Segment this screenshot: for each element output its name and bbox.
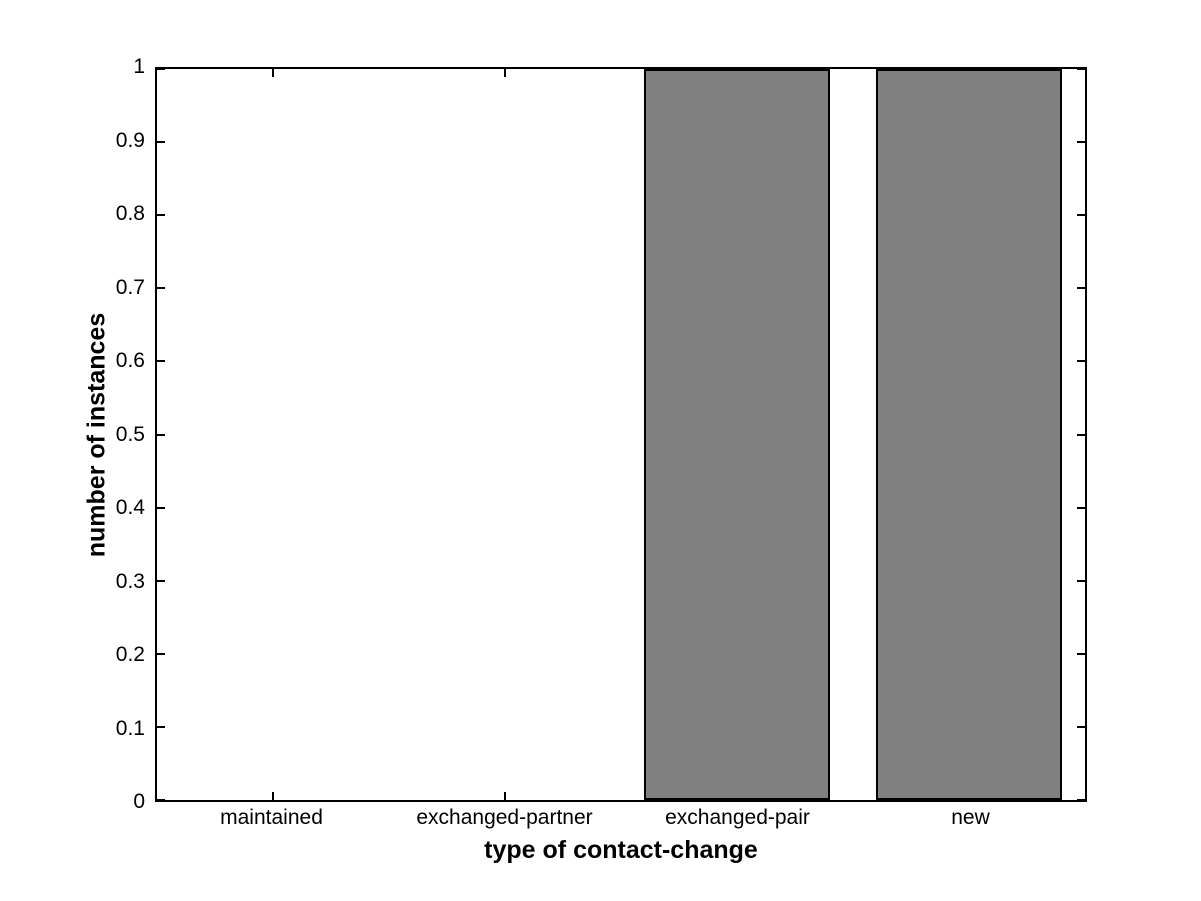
y-tick-label: 0.4	[115, 496, 145, 519]
x-tick-mark	[272, 69, 274, 77]
y-tick-mark	[157, 799, 165, 801]
x-tick-label: new	[951, 806, 990, 829]
x-tick-mark	[272, 792, 274, 800]
y-tick-mark	[157, 433, 165, 436]
y-tick-label: 1	[133, 55, 145, 78]
y-tick-mark	[157, 360, 165, 363]
y-tick-mark	[1077, 433, 1085, 436]
y-tick-mark	[1077, 214, 1085, 217]
y-tick-mark	[1077, 68, 1085, 70]
x-tick-label: maintained	[220, 806, 323, 829]
y-tick-label: 0.2	[115, 643, 145, 666]
y-tick-label: 0.6	[115, 349, 145, 372]
x-tick-mark	[504, 792, 506, 800]
x-axis-tick-labels: maintained exchanged-partner exchanged-pai…	[155, 806, 1087, 834]
y-tick-mark	[157, 141, 165, 144]
x-tick-mark	[504, 69, 506, 77]
y-tick-mark	[157, 214, 165, 217]
y-tick-mark	[1077, 579, 1085, 582]
y-tick-mark	[1077, 799, 1085, 801]
y-tick-mark	[1077, 360, 1085, 363]
y-tick-mark	[1077, 141, 1085, 144]
x-axis-label: type of contact-change	[484, 836, 758, 864]
y-tick-label: 0	[133, 790, 145, 813]
y-tick-mark	[157, 725, 165, 728]
x-tick-label: exchanged-pair	[665, 806, 810, 829]
y-tick-label: 0.7	[115, 275, 145, 299]
bar-exchanged-pair	[644, 69, 830, 800]
y-tick-mark	[157, 287, 165, 290]
y-tick-mark	[1077, 652, 1085, 655]
bar-new	[876, 69, 1062, 800]
y-tick-label: 0.8	[115, 202, 145, 225]
plot-area	[155, 67, 1087, 802]
y-tick-mark	[1077, 287, 1085, 290]
y-tick-mark	[157, 652, 165, 655]
y-tick-mark	[157, 579, 165, 582]
y-tick-label: 0.9	[115, 128, 145, 152]
y-tick-mark	[157, 506, 165, 509]
y-tick-mark	[1077, 506, 1085, 509]
y-axis-tick-labels: 0 0.1 0.2 0.3 0.4 0.5 0.6 0.7 0.8 0.9 1	[0, 55, 145, 813]
y-axis-label: number of instances	[82, 312, 111, 558]
y-tick-label: 0.3	[115, 569, 145, 593]
y-tick-label: 0.5	[115, 422, 145, 446]
y-tick-label: 0.1	[115, 716, 145, 740]
x-tick-label: exchanged-partner	[416, 806, 593, 829]
y-tick-mark	[1077, 725, 1085, 728]
y-tick-mark	[157, 68, 165, 70]
